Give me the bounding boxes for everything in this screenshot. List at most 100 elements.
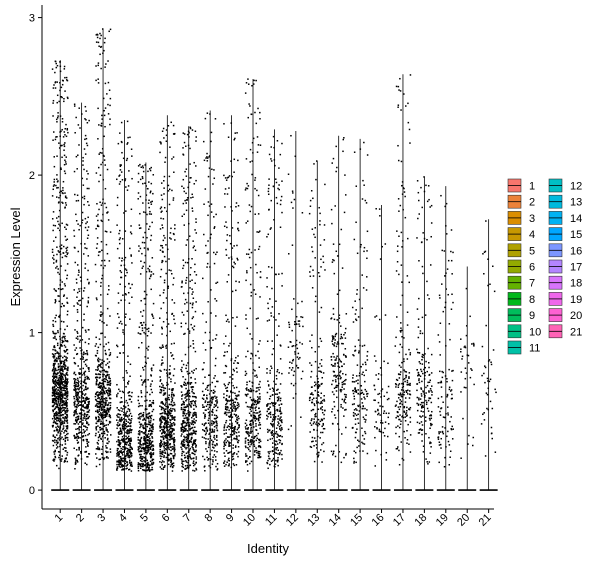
point-3 xyxy=(103,391,105,393)
point-2 xyxy=(83,368,85,370)
point-4 xyxy=(130,364,132,366)
point-6 xyxy=(163,467,165,469)
point-6 xyxy=(160,442,162,444)
point-4 xyxy=(120,419,122,421)
point-9 xyxy=(237,394,239,396)
point-5 xyxy=(138,192,140,194)
point-10 xyxy=(251,436,253,438)
point-1 xyxy=(61,363,63,365)
point-4 xyxy=(129,419,131,421)
point-1 xyxy=(64,227,66,229)
point-6 xyxy=(170,378,172,380)
point-1 xyxy=(54,363,56,365)
point-4 xyxy=(129,428,131,430)
point-4 xyxy=(120,181,122,183)
point-5 xyxy=(152,257,154,259)
point-6 xyxy=(162,362,164,364)
point-11 xyxy=(272,438,274,440)
point-1 xyxy=(65,447,67,449)
point-2 xyxy=(78,274,80,276)
point-9 xyxy=(231,400,233,402)
point-10 xyxy=(250,420,252,422)
point-4 xyxy=(120,414,122,416)
point-10 xyxy=(255,406,256,408)
point-2 xyxy=(86,456,88,458)
point-9 xyxy=(228,400,230,402)
point-2 xyxy=(77,195,79,197)
point-8 xyxy=(207,252,209,254)
point-8 xyxy=(202,423,204,425)
point-1 xyxy=(65,400,67,402)
point-10 xyxy=(252,423,254,425)
point-4 xyxy=(129,438,131,440)
point-8 xyxy=(212,441,214,443)
point-1 xyxy=(53,460,55,462)
point-5 xyxy=(140,390,142,392)
point-1 xyxy=(55,237,57,239)
point-7 xyxy=(192,240,194,242)
point-7 xyxy=(191,452,193,454)
point-4 xyxy=(128,415,130,417)
point-7 xyxy=(188,460,190,462)
point-5 xyxy=(148,431,150,433)
point-1 xyxy=(64,131,66,133)
point-5 xyxy=(147,451,149,453)
point-1 xyxy=(61,458,63,460)
point-1 xyxy=(61,344,63,346)
point-2 xyxy=(82,358,84,360)
point-8 xyxy=(207,408,209,410)
point-5 xyxy=(149,271,151,273)
point-9 xyxy=(224,440,226,442)
point-5 xyxy=(139,418,141,420)
point-5 xyxy=(138,332,140,334)
point-6 xyxy=(161,407,163,409)
point-7 xyxy=(184,224,186,226)
point-5 xyxy=(139,413,141,415)
point-2 xyxy=(87,399,89,401)
point-9 xyxy=(236,367,238,369)
point-11 xyxy=(281,212,283,214)
point-1 xyxy=(64,338,66,340)
point-10 xyxy=(247,117,249,119)
point-9 xyxy=(235,281,237,283)
point-3 xyxy=(100,282,102,284)
point-10 xyxy=(249,333,251,335)
point-6 xyxy=(163,302,165,304)
point-5 xyxy=(145,199,147,201)
point-9 xyxy=(229,463,231,465)
point-1 xyxy=(59,395,61,397)
point-10 xyxy=(250,406,252,408)
point-6 xyxy=(171,394,173,396)
point-6 xyxy=(171,273,173,275)
point-1 xyxy=(54,399,56,401)
point-6 xyxy=(167,423,169,425)
point-4 xyxy=(121,277,123,279)
point-3 xyxy=(109,388,111,390)
point-7 xyxy=(190,441,192,443)
point-2 xyxy=(87,173,89,175)
point-2 xyxy=(83,417,85,419)
point-3 xyxy=(107,169,109,171)
point-7 xyxy=(181,186,183,188)
point-7 xyxy=(191,194,193,196)
point-3 xyxy=(105,445,107,447)
point-1 xyxy=(66,349,68,351)
point-10 xyxy=(247,328,249,330)
point-10 xyxy=(254,213,256,215)
point-2 xyxy=(77,320,79,322)
point-5 xyxy=(151,203,153,205)
point-2 xyxy=(80,380,82,382)
point-3 xyxy=(98,124,100,126)
point-3 xyxy=(102,393,104,395)
point-2 xyxy=(87,387,89,389)
point-2 xyxy=(77,311,79,313)
point-10 xyxy=(248,185,250,187)
point-9 xyxy=(233,362,235,364)
point-9 xyxy=(235,415,237,417)
point-7 xyxy=(181,360,183,362)
point-2 xyxy=(86,464,88,466)
point-4 xyxy=(117,356,119,358)
point-4 xyxy=(129,248,131,250)
point-2 xyxy=(79,304,81,306)
point-2 xyxy=(80,339,82,341)
